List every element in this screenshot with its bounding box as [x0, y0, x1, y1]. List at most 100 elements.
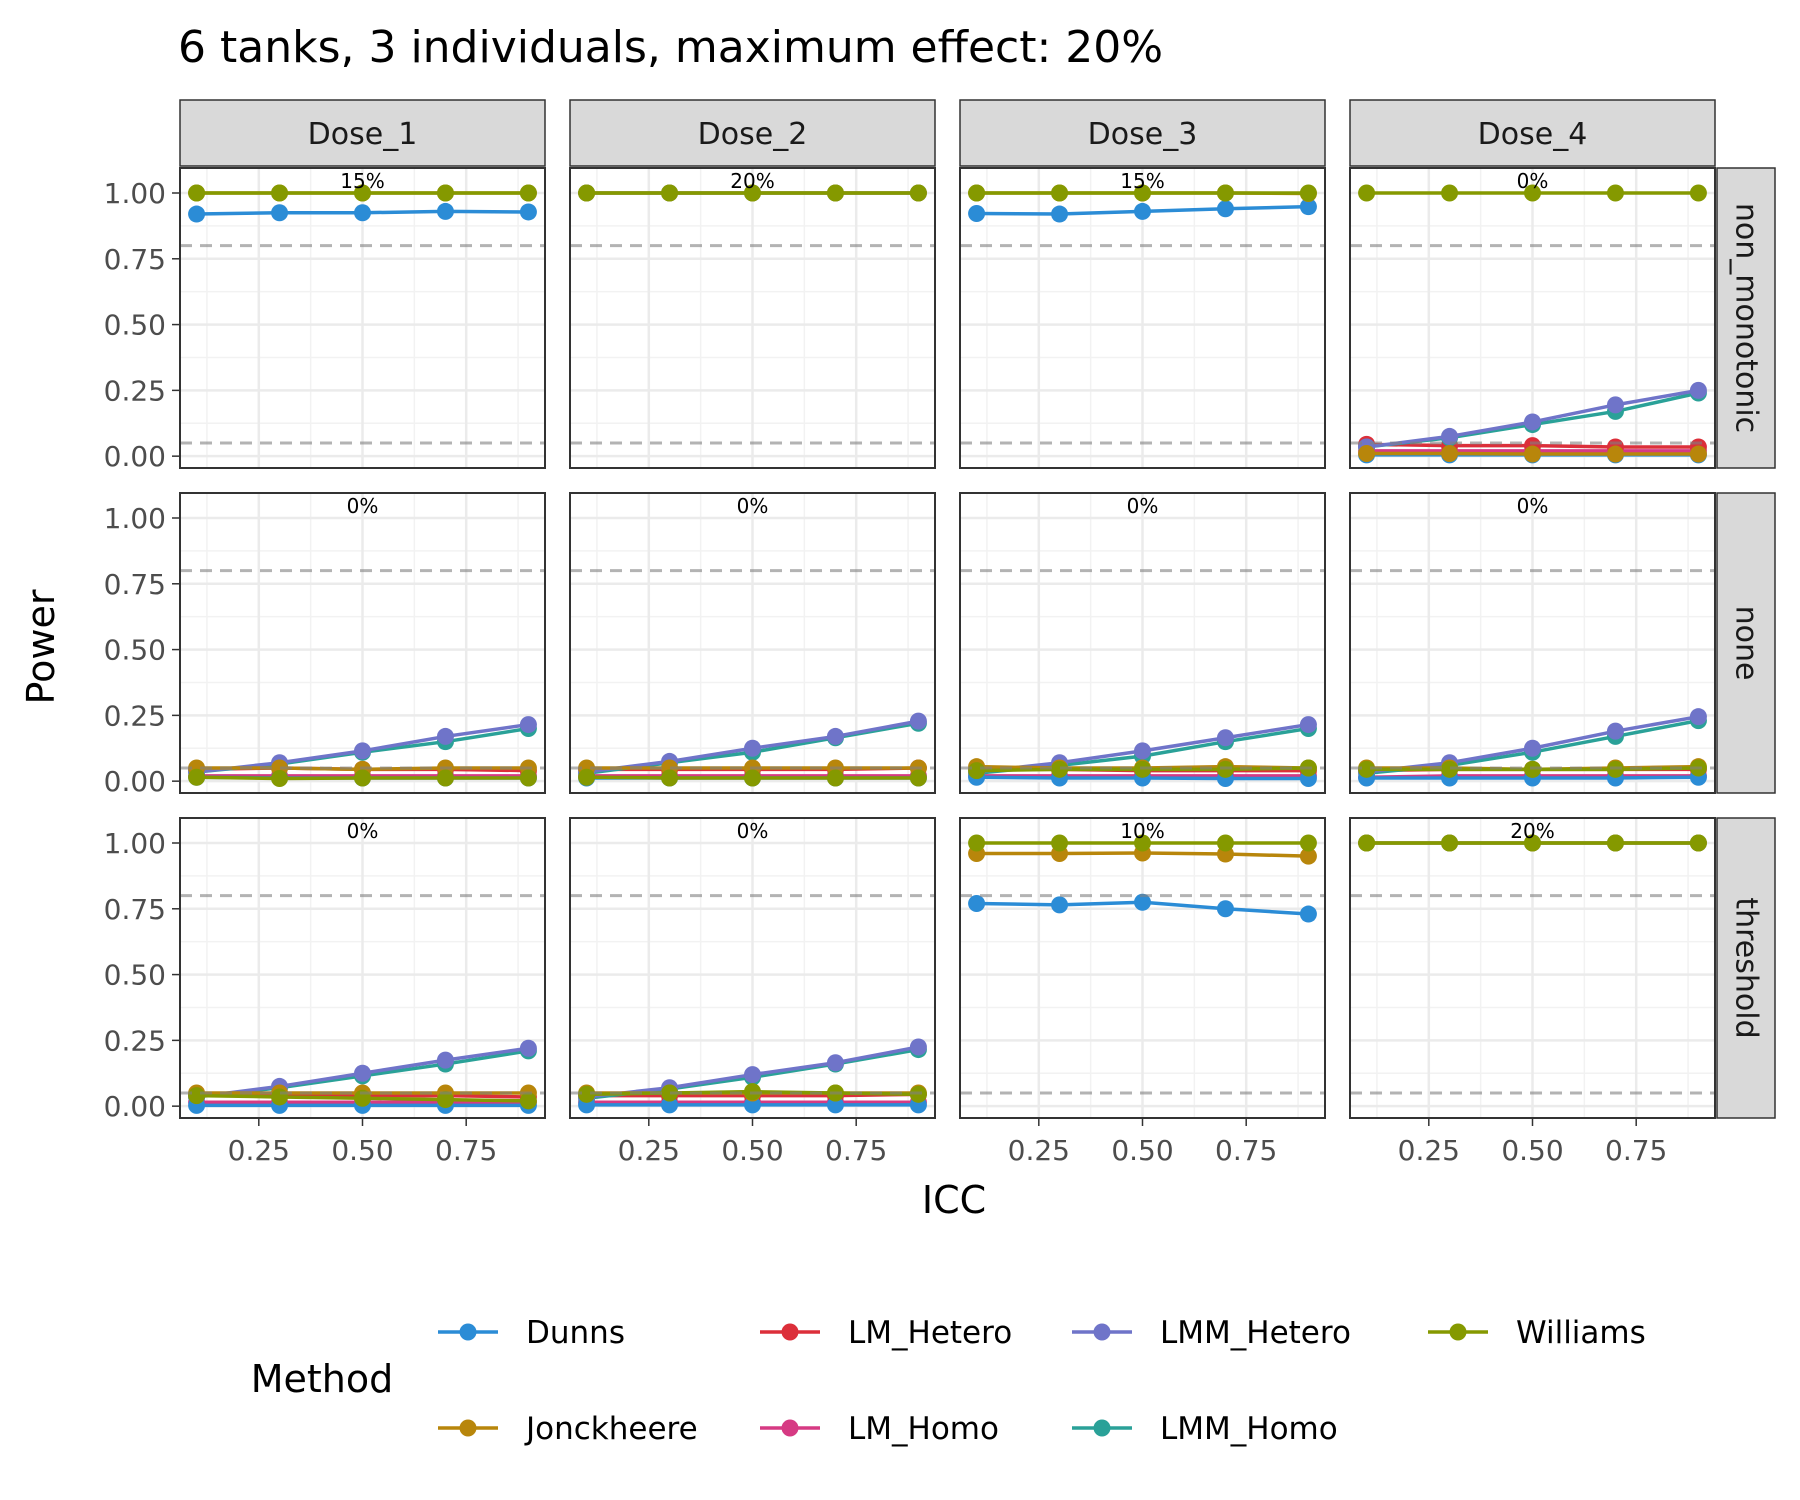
data-point	[436, 769, 454, 787]
panel-annotation: 0%	[1517, 494, 1549, 518]
data-point	[519, 1039, 537, 1057]
data-point	[744, 184, 761, 202]
x-tick-label: 0.50	[331, 1134, 393, 1167]
strip-label: Dose_4	[1478, 117, 1588, 152]
series-lmm-hetero	[1358, 381, 1707, 456]
legend-key-point	[459, 1419, 477, 1437]
data-point	[1606, 396, 1624, 414]
x-tick-label: 0.25	[228, 1134, 290, 1167]
data-point	[1358, 184, 1376, 202]
data-point	[188, 768, 206, 786]
data-point	[519, 769, 537, 787]
series-williams	[188, 1087, 537, 1110]
y-tick-label: 1.00	[104, 827, 166, 860]
panel-annotation: 20%	[730, 169, 774, 193]
data-point	[744, 1066, 761, 1084]
panel-threshold-dose-4: 20%	[1349, 817, 1716, 1119]
data-point	[1299, 834, 1317, 852]
data-point	[1051, 896, 1069, 914]
panel-non-monotonic-dose-1: 15%	[179, 167, 546, 469]
strip-label: non_monotonic	[1729, 203, 1764, 433]
strip-label: Dose_2	[698, 117, 808, 152]
y-tick-label: 0.50	[104, 959, 166, 992]
strip-dose-3: Dose_3	[959, 99, 1326, 167]
data-point	[909, 184, 927, 202]
x-axis-label: ICC	[922, 1178, 986, 1222]
y-tick-label: 0.25	[104, 374, 166, 407]
strip-none: none	[1716, 492, 1776, 794]
panel-annotation: 0%	[347, 819, 379, 843]
legend-entry-dunns: Dunns	[438, 1315, 625, 1351]
series-williams	[968, 184, 1317, 202]
series-dunns	[968, 893, 1317, 923]
series-williams	[1358, 184, 1707, 202]
data-point	[1299, 716, 1317, 734]
y-tick-label: 0.75	[104, 568, 166, 601]
y-tick-label: 0.50	[104, 309, 166, 342]
data-point	[436, 202, 454, 220]
data-point	[968, 184, 986, 202]
data-point	[1134, 202, 1151, 220]
panel-none-dose-3: 0%	[959, 492, 1326, 794]
data-point	[354, 1064, 371, 1082]
strip-label: threshold	[1729, 897, 1764, 1038]
x-tick-label: 0.25	[1398, 1134, 1460, 1167]
data-point	[1299, 198, 1317, 216]
data-point	[1441, 445, 1459, 463]
x-tick-label: 0.25	[1008, 1134, 1070, 1167]
data-point	[1441, 184, 1459, 202]
data-point	[1524, 445, 1541, 463]
panel-non-monotonic-dose-4: 0%	[1349, 167, 1716, 469]
legend-title: Method	[251, 1357, 394, 1401]
panel-annotation: 10%	[1120, 819, 1164, 843]
y-tick-label: 0.25	[104, 699, 166, 732]
legend-key-point	[1449, 1323, 1467, 1341]
y-tick-label: 0.00	[104, 1090, 166, 1123]
series-williams	[1358, 834, 1707, 852]
x-tick-label: 0.50	[1111, 1134, 1173, 1167]
data-point	[968, 895, 986, 913]
legend-key-point	[459, 1323, 477, 1341]
x-tick-label: 0.50	[1501, 1134, 1563, 1167]
strip-label: Dose_3	[1088, 117, 1198, 152]
data-point	[968, 205, 986, 223]
legend-label: LM_Hetero	[848, 1315, 1012, 1351]
strip-label: none	[1729, 606, 1764, 681]
data-point	[436, 1051, 454, 1069]
data-point	[1299, 905, 1317, 923]
panel-annotation: 0%	[1517, 169, 1549, 193]
y-axis-label: Power	[19, 589, 63, 704]
panel-threshold-dose-2: 0%	[569, 817, 936, 1119]
legend-label: LMM_Homo	[1160, 1411, 1338, 1447]
data-point	[826, 769, 844, 787]
data-point	[271, 770, 289, 788]
strip-label: Dose_1	[308, 117, 418, 152]
data-point	[1606, 445, 1624, 463]
data-point	[1299, 847, 1317, 865]
data-point	[744, 769, 761, 787]
data-point	[826, 727, 844, 745]
data-point	[909, 1038, 927, 1056]
data-point	[826, 1096, 844, 1114]
data-point	[1051, 834, 1069, 852]
data-point	[1524, 184, 1541, 202]
x-tick-label: 0.75	[1215, 1134, 1277, 1167]
data-point	[519, 716, 537, 734]
y-tick-label: 0.75	[104, 893, 166, 926]
data-point	[578, 1085, 596, 1103]
data-point	[436, 727, 454, 745]
y-tick-label: 0.75	[104, 243, 166, 276]
data-point	[661, 1084, 679, 1102]
data-point	[436, 184, 454, 202]
data-point	[1051, 760, 1069, 778]
panel-non-monotonic-dose-2: 20%	[569, 167, 936, 469]
panel-threshold-dose-3: 10%	[959, 817, 1326, 1119]
panel-none-dose-2: 0%	[569, 492, 936, 794]
data-point	[1134, 893, 1151, 911]
data-point	[1216, 729, 1234, 747]
facet-panels: Dose_1 Dose_2 Dose_3 Dose_4 non_monotonicnon…	[104, 99, 1776, 1167]
y-tick-label: 0.00	[104, 765, 166, 798]
x-tick-label: 0.75	[435, 1134, 497, 1167]
data-point	[1134, 742, 1151, 760]
